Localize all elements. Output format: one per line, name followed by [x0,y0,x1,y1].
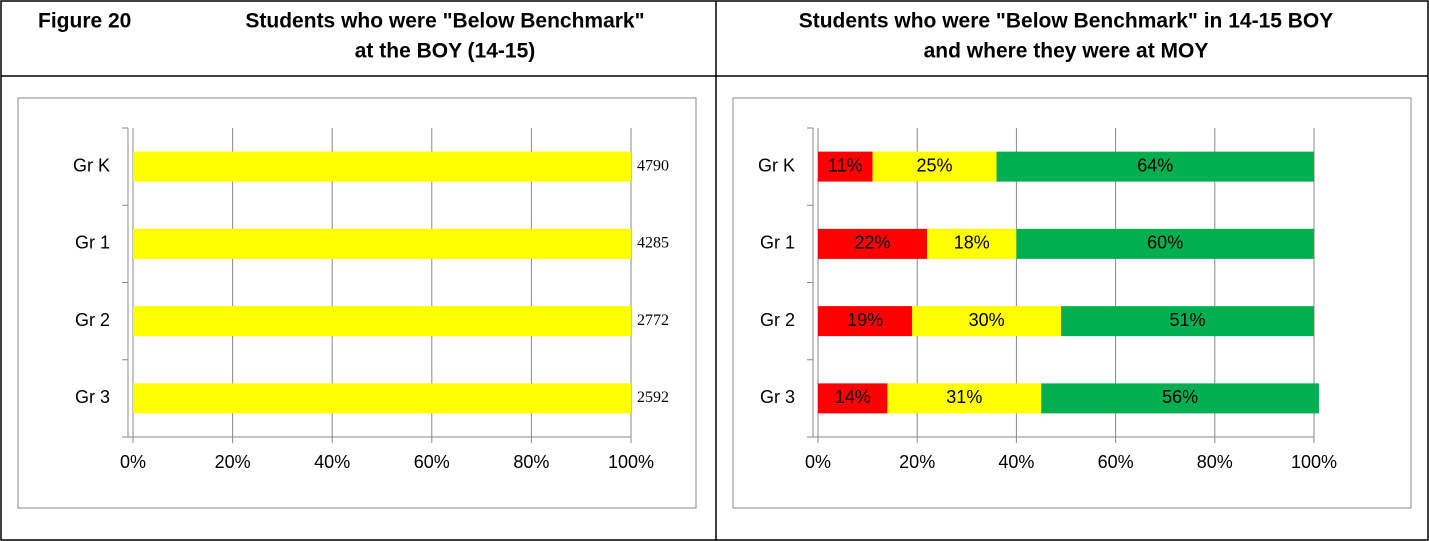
x-tick-label: 40% [314,452,350,472]
x-tick-label: 80% [513,452,549,472]
y-tick-label: Gr 2 [75,310,110,330]
data-label: 2772 [637,312,669,329]
x-tick-label: 0% [120,452,146,472]
data-label: 51% [1170,310,1206,330]
bar [996,151,1314,182]
x-tick-label: 60% [1098,452,1134,472]
bar [133,151,631,182]
y-tick-label: Gr K [758,155,795,175]
chart-title: Students who were "Below Benchmark" [245,10,644,33]
x-tick-label: 40% [998,452,1034,472]
data-label: 4790 [637,157,669,174]
chart-frame [732,97,1412,509]
y-tick-label: Gr K [73,155,110,175]
bar [887,383,1042,414]
data-label: 25% [917,155,953,175]
x-tick-label: 20% [899,452,935,472]
bar [1016,228,1314,259]
chart-title: and where they were at MOY [924,40,1209,63]
chart-frame [17,97,697,509]
bar [912,306,1062,337]
bar [818,228,928,259]
y-tick-label: Gr 3 [760,387,795,407]
bar [1061,306,1314,337]
data-label: 60% [1147,233,1183,253]
data-label: 14% [835,387,871,407]
y-tick-label: Gr 1 [75,233,110,253]
chart-title: at the BOY (14-15) [355,40,536,63]
y-tick-label: Gr 1 [760,233,795,253]
bar [872,151,997,182]
bar [1041,383,1319,414]
data-label: 31% [946,387,982,407]
data-label: 30% [969,310,1005,330]
bar [818,306,913,337]
bar [133,228,631,259]
bar [818,383,888,414]
data-label: 4285 [637,235,669,252]
y-tick-label: Gr 3 [75,387,110,407]
data-label: 56% [1162,387,1198,407]
x-tick-label: 100% [1291,452,1337,472]
x-tick-label: 100% [608,452,654,472]
bar [133,306,631,337]
bar [818,151,873,182]
x-tick-label: 20% [215,452,251,472]
data-label: 64% [1137,155,1173,175]
data-label: 22% [855,233,891,253]
x-tick-label: 60% [414,452,450,472]
bar [133,383,631,414]
bar [927,228,1017,259]
data-label: 11% [828,155,863,175]
data-label: 18% [954,233,990,253]
figure-label: Figure 20 [38,10,131,33]
data-label: 2592 [637,389,669,406]
x-tick-label: 0% [805,452,831,472]
y-tick-label: Gr 2 [760,310,795,330]
data-label: 19% [847,310,883,330]
x-tick-label: 80% [1197,452,1233,472]
chart-title: Students who were "Below Benchmark" in 1… [799,10,1334,33]
